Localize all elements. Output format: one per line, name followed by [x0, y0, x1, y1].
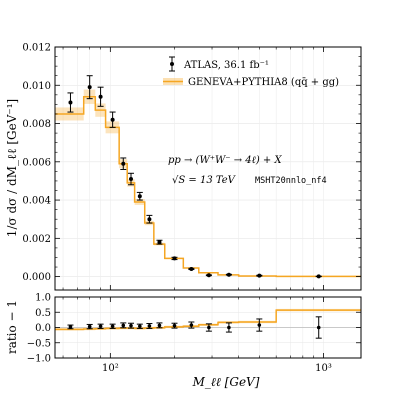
energy-annotation: √S = 13 TeV [172, 175, 237, 186]
atlas-point [257, 273, 262, 278]
atlas-ratio-point [257, 323, 262, 327]
atlas-ratio-point [87, 324, 92, 329]
y-axis-title-ratio: ratio − 1 [5, 300, 19, 354]
atlas-ratio-point [68, 325, 73, 329]
atlas-point [172, 256, 177, 261]
atlas-point [157, 240, 162, 245]
ratio-y-tick-label: 0.0 [35, 323, 51, 334]
process-annotation: pp → (W⁺W⁻ → 4ℓ) + X [168, 155, 282, 166]
atlas-ratio-point [189, 323, 194, 327]
atlas-point [226, 272, 231, 277]
y-axis-title-main: 1/σ dσ / dM_ℓℓ [GeV⁻¹] [5, 99, 19, 237]
ratio-y-tick-label: 0.5 [35, 308, 51, 319]
main-y-tick-label: 0.000 [22, 272, 51, 283]
atlas-ratio-point [227, 325, 231, 330]
main-y-tick-label: 0.012 [22, 43, 51, 54]
atlas-point [121, 161, 126, 166]
pdf-annotation: MSHT20nnlo_nf4 [255, 176, 327, 186]
atlas-points [67, 75, 322, 279]
ratio-y-tick-label: −1.0 [27, 354, 51, 365]
legend-label-geneva: GENEVA+PYTHIA8 (qq̄ + gg) [188, 77, 339, 88]
main-y-tick-label: 0.010 [22, 81, 51, 92]
legend-label-atlas: ATLAS, 36.1 fb⁻¹ [183, 60, 269, 71]
atlas-ratio-point [316, 325, 321, 330]
main-y-tick-label: 0.004 [22, 196, 51, 207]
legend: ATLAS, 36.1 fb⁻¹ GENEVA+PYTHIA8 (qq̄ + g… [163, 56, 339, 88]
main-y-tick-label: 0.002 [22, 234, 51, 245]
ratio-y-tick-label: −0.5 [27, 338, 51, 349]
atlas-point [316, 274, 321, 279]
main-plot-frame [54, 46, 362, 291]
atlas-ratio-point [138, 324, 142, 329]
main-ticks: 0.000 0.002 0.004 0.006 0.008 0.010 0.012 [22, 43, 361, 283]
atlas-ratio-points [67, 316, 322, 339]
legend-point-marker [170, 62, 174, 66]
atlas-point [98, 94, 103, 99]
x-tick-label: 10³ [315, 363, 332, 374]
x-tick-label: 10² [102, 363, 119, 374]
atlas-point [110, 117, 115, 122]
atlas-point [206, 273, 211, 278]
atlas-ratio-point [207, 325, 211, 330]
atlas-ratio-point [129, 323, 133, 328]
atlas-ratio-point [157, 323, 162, 328]
atlas-point [128, 177, 133, 182]
x-axis-title: M_ℓℓ [GeV] [192, 375, 260, 389]
atlas-point [147, 217, 152, 222]
atlas-ratio-point [172, 323, 177, 328]
main-y-tick-label: 0.006 [22, 157, 51, 168]
ratio-y-tick-label: 1.0 [35, 293, 51, 304]
atlas-ratio-point [98, 324, 103, 329]
atlas-ratio-point [110, 324, 115, 329]
atlas-point [68, 100, 73, 105]
atlas-ratio-point [121, 323, 126, 328]
x-ticks: 10² 10³ [62, 47, 332, 374]
main-y-tick-label: 0.008 [22, 119, 51, 130]
atlas-point [189, 266, 194, 271]
atlas-point [87, 85, 92, 90]
atlas-ratio-point [147, 324, 152, 328]
atlas-point [137, 194, 142, 199]
ratio-ticks: −1.0 −0.5 0.0 0.5 1.0 [27, 293, 361, 365]
